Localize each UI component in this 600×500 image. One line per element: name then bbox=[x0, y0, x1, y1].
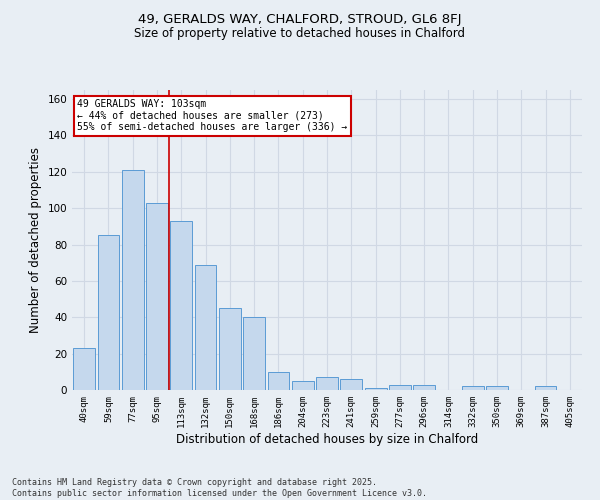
Text: 49, GERALDS WAY, CHALFORD, STROUD, GL6 8FJ: 49, GERALDS WAY, CHALFORD, STROUD, GL6 8… bbox=[138, 12, 462, 26]
Bar bbox=[389, 384, 411, 390]
Bar bbox=[462, 386, 484, 390]
Bar bbox=[146, 202, 168, 390]
Bar bbox=[340, 379, 362, 390]
Bar bbox=[219, 308, 241, 390]
Bar bbox=[316, 378, 338, 390]
Text: Contains HM Land Registry data © Crown copyright and database right 2025.
Contai: Contains HM Land Registry data © Crown c… bbox=[12, 478, 427, 498]
Bar bbox=[268, 372, 289, 390]
Text: Size of property relative to detached houses in Chalford: Size of property relative to detached ho… bbox=[134, 28, 466, 40]
Bar bbox=[292, 381, 314, 390]
X-axis label: Distribution of detached houses by size in Chalford: Distribution of detached houses by size … bbox=[176, 432, 478, 446]
Bar bbox=[535, 386, 556, 390]
Bar bbox=[243, 318, 265, 390]
Bar bbox=[365, 388, 386, 390]
Y-axis label: Number of detached properties: Number of detached properties bbox=[29, 147, 42, 333]
Bar bbox=[194, 264, 217, 390]
Text: 49 GERALDS WAY: 103sqm
← 44% of detached houses are smaller (273)
55% of semi-de: 49 GERALDS WAY: 103sqm ← 44% of detached… bbox=[77, 99, 347, 132]
Bar bbox=[413, 384, 435, 390]
Bar bbox=[170, 221, 192, 390]
Bar bbox=[486, 386, 508, 390]
Bar bbox=[73, 348, 95, 390]
Bar bbox=[97, 236, 119, 390]
Bar bbox=[122, 170, 143, 390]
